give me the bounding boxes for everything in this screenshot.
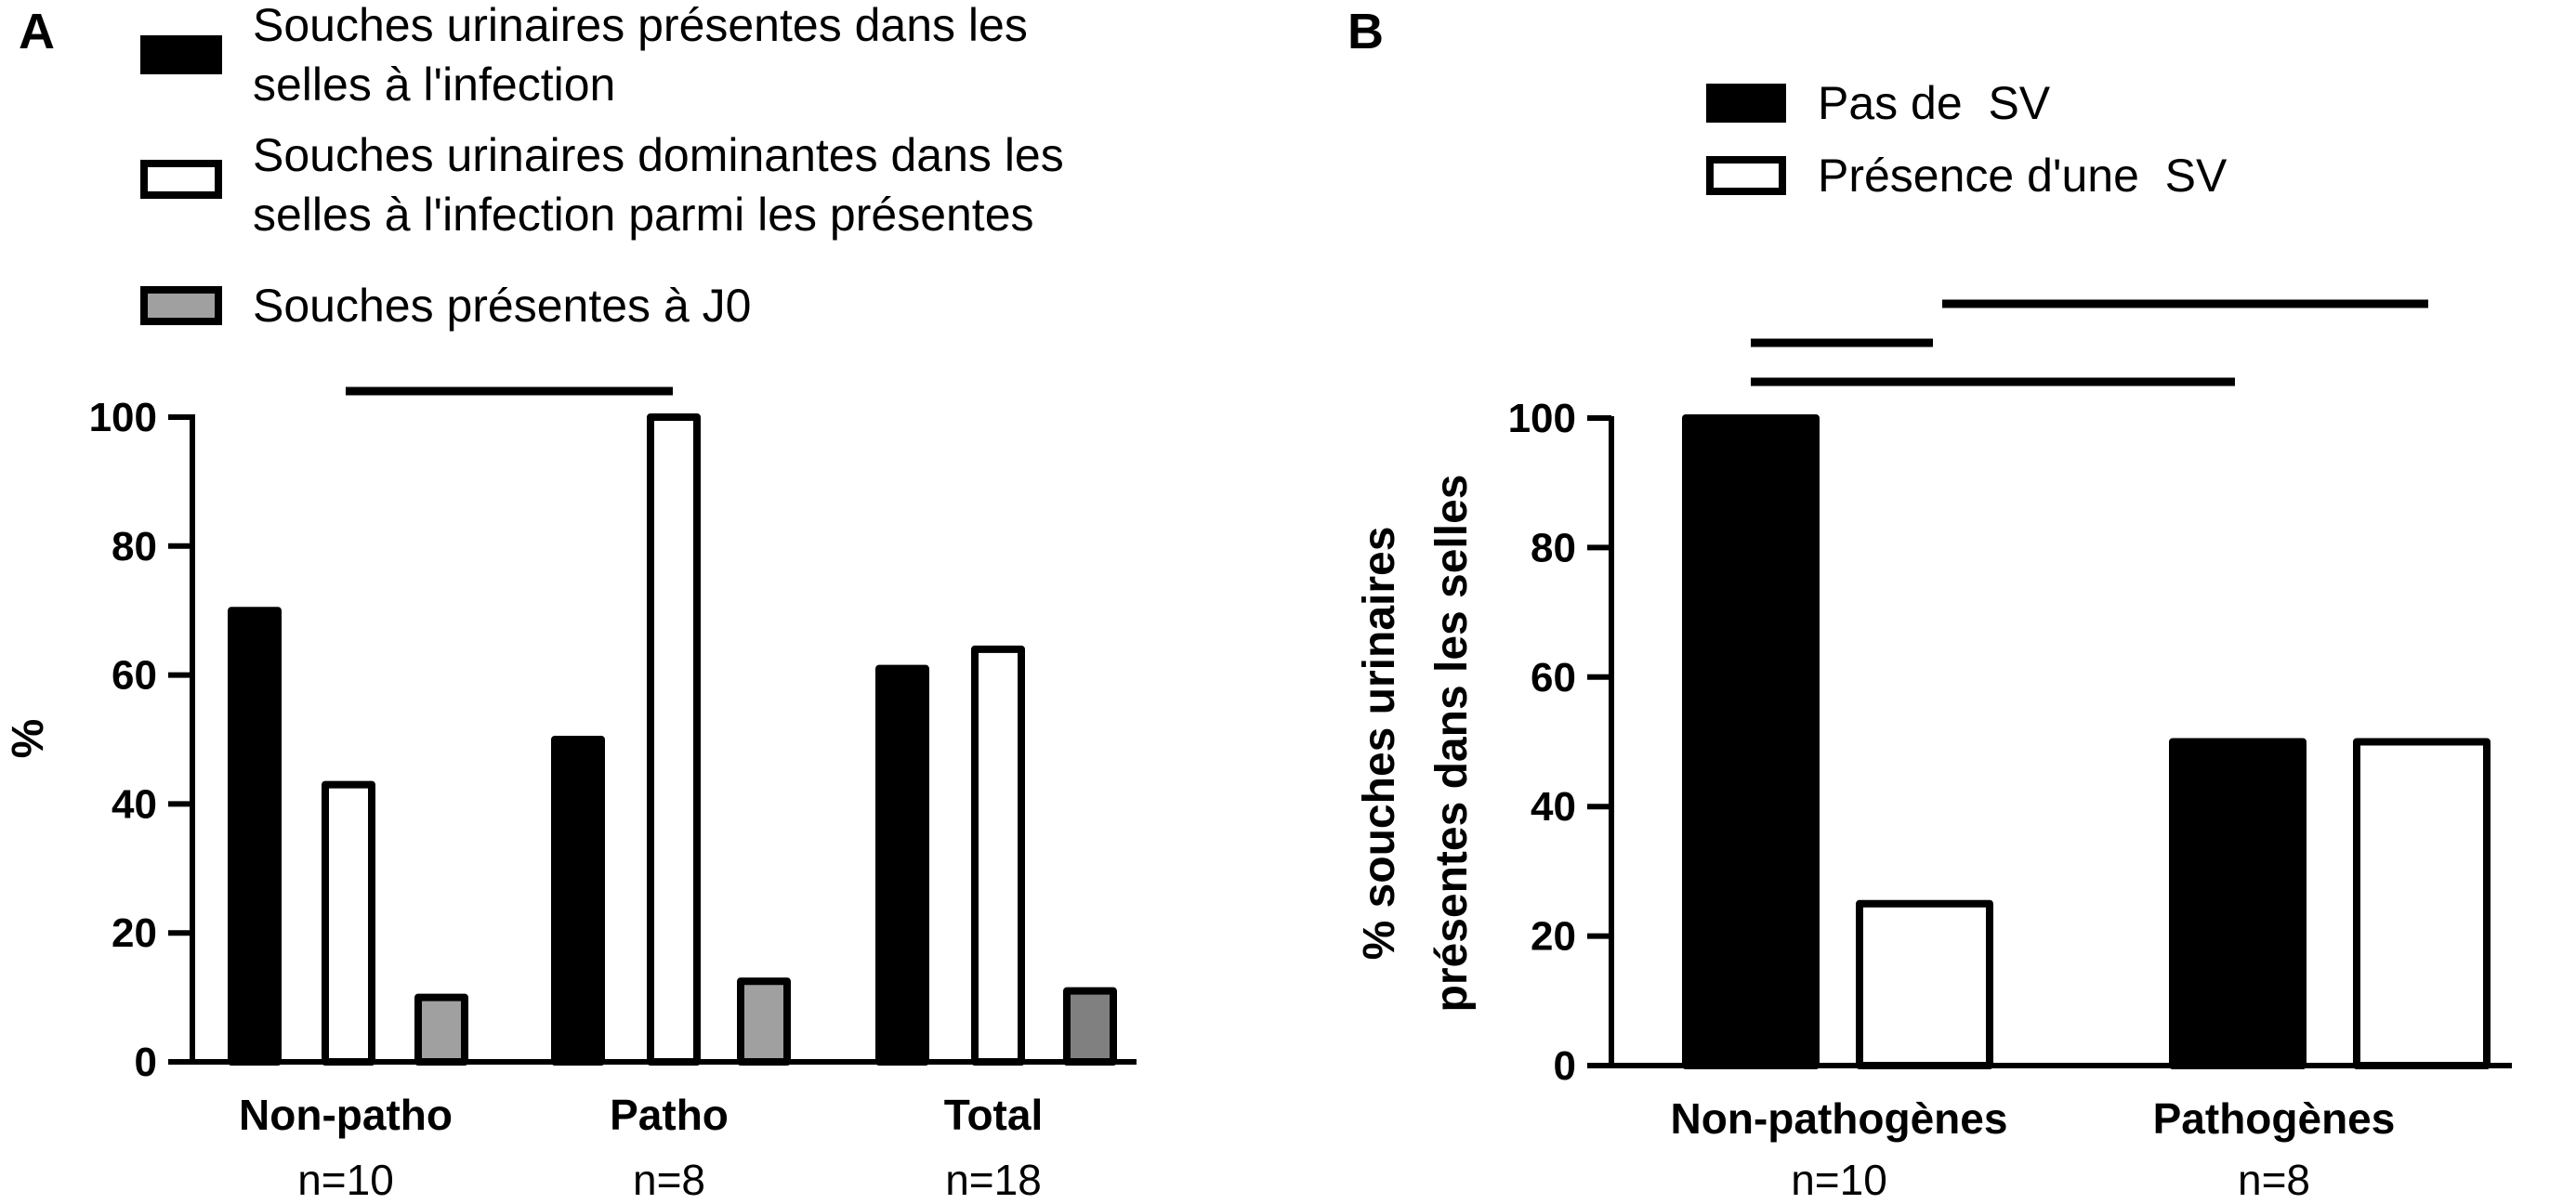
panel-a-bar-s2-c2 bbox=[647, 413, 701, 1066]
legend-a-label-2b: selles à l'infection parmi les présentes bbox=[253, 189, 1034, 241]
panel-a-bar-s1-c3 bbox=[875, 664, 929, 1066]
panel-b-y-tick-label: 20 bbox=[1531, 914, 1576, 960]
panel-b-cat-label-1: Non-pathogènes bbox=[1671, 1094, 2008, 1143]
panel-a-bars bbox=[228, 413, 1117, 1067]
panel-a-y-tick-label: 100 bbox=[89, 395, 157, 440]
panel-a-cat-label-3: Total bbox=[944, 1091, 1043, 1139]
panel-a-bar-s1-c2 bbox=[551, 736, 605, 1066]
panel-b-count-1: n=10 bbox=[1791, 1156, 1887, 1204]
panel-a-letter: A bbox=[19, 4, 55, 59]
legend-a-label-3: Souches présentes à J0 bbox=[253, 280, 751, 332]
legend-a-swatch-3 bbox=[140, 286, 222, 325]
panel-a-bar-s3-c1 bbox=[414, 993, 468, 1066]
panel-a-y-tick-label: 20 bbox=[112, 910, 157, 956]
panel-a: A Souches urinaires présentes dans les s… bbox=[4, 0, 1137, 1204]
panel-b-y-tick-label: 0 bbox=[1554, 1043, 1576, 1089]
legend-a-swatch-2 bbox=[140, 160, 222, 199]
panel-a-bar-s2-c3 bbox=[971, 645, 1025, 1067]
panel-b-y-tick-label: 40 bbox=[1531, 784, 1576, 830]
panel-b-bar-s1-c1 bbox=[1682, 414, 1820, 1069]
panel-b-bars bbox=[1682, 414, 2491, 1069]
panel-a-count-3: n=18 bbox=[945, 1156, 1042, 1204]
panel-a-y-ticks: 0 20 40 60 80 100 bbox=[89, 395, 192, 1085]
panel-b-bar-s2-c1 bbox=[1856, 899, 1993, 1069]
panel-a-y-label: % bbox=[4, 719, 53, 759]
panel-a-bar-s1-c1 bbox=[228, 607, 282, 1066]
panel-a-bar-s3-c3 bbox=[1063, 987, 1117, 1067]
panel-b-y-label-line-1: % souches urinaires bbox=[1355, 527, 1404, 961]
panel-a-count-2: n=8 bbox=[633, 1156, 705, 1204]
legend-a-swatch-1 bbox=[140, 35, 222, 74]
panel-b-y-tick-label: 80 bbox=[1531, 525, 1576, 570]
legend-a-label-1a: Souches urinaires présentes dans les bbox=[253, 0, 1028, 51]
panel-b-legend: Pas de SV Présence d'une SV bbox=[1706, 77, 2228, 202]
panel-b-y-tick-label: 100 bbox=[1508, 396, 1576, 441]
legend-b-swatch-2 bbox=[1706, 156, 1786, 195]
panel-b-bar-s1-c2 bbox=[2169, 738, 2307, 1069]
panel-a-bar-s2-c1 bbox=[322, 780, 375, 1067]
legend-b-label-2: Présence d'une SV bbox=[1818, 150, 2228, 202]
legend-b-swatch-1 bbox=[1706, 84, 1786, 123]
panel-b-letter: B bbox=[1347, 4, 1384, 59]
panel-a-cat-label-2: Patho bbox=[610, 1091, 729, 1139]
panel-a-y-tick-label: 80 bbox=[112, 524, 157, 569]
panel-a-y-tick-label: 40 bbox=[112, 781, 157, 827]
legend-a-label-1b: selles à l'infection bbox=[253, 59, 615, 111]
panel-a-count-1: n=10 bbox=[297, 1156, 394, 1204]
panel-a-y-tick-label: 60 bbox=[112, 653, 157, 699]
legend-b-label-1: Pas de SV bbox=[1818, 77, 2051, 129]
panel-b-cat-label-2: Pathogènes bbox=[2153, 1094, 2396, 1143]
panel-a-legend: Souches urinaires présentes dans les sel… bbox=[140, 0, 1064, 332]
panel-b-count-2: n=8 bbox=[2238, 1156, 2310, 1204]
panel-a-cat-label-1: Non-patho bbox=[239, 1091, 453, 1139]
panel-b-y-tick-label: 60 bbox=[1531, 655, 1576, 700]
panel-b-y-ticks: 0 20 40 60 80 100 bbox=[1508, 396, 1611, 1089]
panel-b: B Pas de SV Présence d'une SV 0 20 40 60 80 1… bbox=[1347, 4, 2512, 1204]
legend-a-label-2a: Souches urinaires dominantes dans les bbox=[253, 129, 1064, 181]
panel-b-bar-s2-c2 bbox=[2353, 738, 2491, 1069]
panel-a-bar-s3-c2 bbox=[737, 977, 791, 1066]
panel-b-y-label-line-2: présentes dans les selles bbox=[1427, 475, 1477, 1013]
panel-a-y-tick-label: 0 bbox=[135, 1040, 157, 1085]
